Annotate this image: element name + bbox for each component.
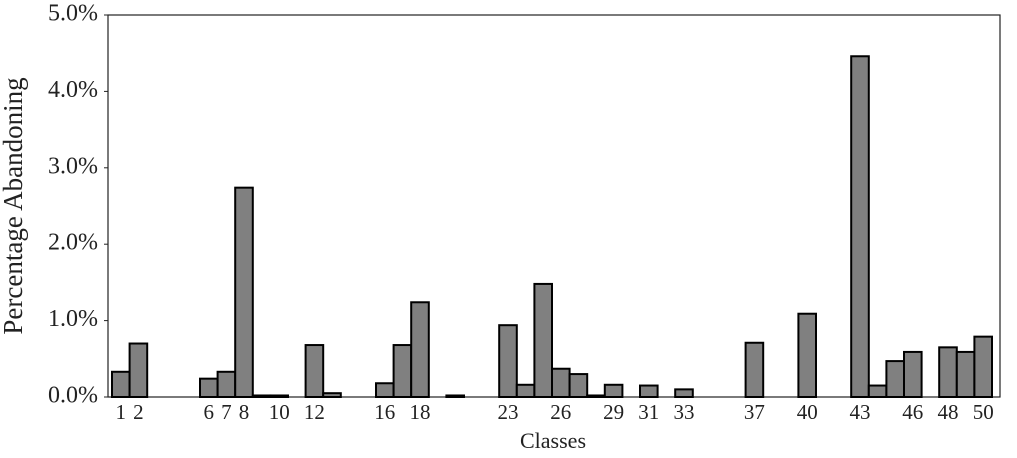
bar bbox=[216, 370, 237, 398]
x-tick-label: 46 bbox=[902, 400, 923, 424]
bar bbox=[639, 384, 659, 399]
bar bbox=[392, 344, 413, 399]
x-tick-label: 37 bbox=[744, 400, 765, 424]
bar bbox=[551, 367, 571, 398]
bar bbox=[568, 373, 589, 398]
bar bbox=[973, 335, 994, 399]
bar bbox=[674, 388, 694, 398]
x-tick-label: 50 bbox=[973, 400, 994, 424]
bar bbox=[955, 350, 976, 399]
bar bbox=[445, 394, 465, 398]
x-tick-label: 33 bbox=[674, 400, 695, 424]
bar bbox=[744, 341, 765, 399]
bar bbox=[410, 301, 430, 399]
x-tick-label: 16 bbox=[374, 400, 395, 424]
bar bbox=[586, 394, 606, 398]
bar bbox=[128, 342, 149, 398]
bar bbox=[269, 394, 289, 398]
x-tick-label: 8 bbox=[239, 400, 250, 424]
bar bbox=[199, 377, 219, 399]
x-tick-label: 48 bbox=[938, 400, 959, 424]
bar bbox=[322, 392, 342, 398]
bar bbox=[304, 344, 325, 399]
bar bbox=[603, 383, 624, 399]
x-axis-label: Classes bbox=[520, 428, 586, 453]
x-tick-label: 40 bbox=[797, 400, 818, 424]
x-tick-label: 29 bbox=[603, 400, 624, 424]
y-tick-label: 4.0% bbox=[48, 77, 98, 103]
bar bbox=[867, 384, 888, 399]
x-tick-label: 31 bbox=[638, 400, 659, 424]
bar bbox=[498, 324, 518, 398]
x-tick-label: 1 bbox=[116, 400, 127, 424]
y-tick-label: 2.0% bbox=[48, 230, 98, 256]
bar bbox=[533, 282, 554, 399]
bar bbox=[850, 55, 870, 398]
x-tick-label: 26 bbox=[550, 400, 571, 424]
y-tick-label: 5.0% bbox=[48, 1, 98, 27]
x-tick-label: 43 bbox=[850, 400, 871, 424]
x-tick-label: 23 bbox=[498, 400, 519, 424]
x-tick-label: 18 bbox=[410, 400, 431, 424]
x-tick-label: 10 bbox=[269, 400, 290, 424]
x-tick-label: 12 bbox=[304, 400, 325, 424]
x-tick-label: 2 bbox=[133, 400, 144, 424]
bar bbox=[515, 383, 536, 399]
bar bbox=[111, 370, 131, 398]
y-tick-label: 1.0% bbox=[48, 306, 98, 332]
bar bbox=[375, 382, 395, 398]
x-tick-label: 6 bbox=[204, 400, 215, 424]
bar bbox=[234, 186, 254, 398]
bar bbox=[938, 346, 958, 398]
bar bbox=[885, 360, 906, 399]
y-axis-label: Percentage Abandoning bbox=[0, 77, 28, 334]
bar bbox=[251, 394, 272, 398]
bar bbox=[903, 350, 923, 399]
x-tick-label: 7 bbox=[221, 400, 232, 424]
y-tick-label: 0.0% bbox=[48, 383, 98, 409]
y-tick-label: 3.0% bbox=[48, 153, 98, 179]
bar bbox=[797, 312, 818, 398]
